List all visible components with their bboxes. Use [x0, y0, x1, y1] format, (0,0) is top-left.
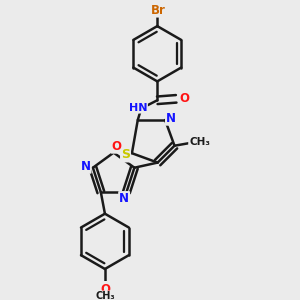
- Text: S: S: [121, 148, 130, 161]
- Text: H: H: [133, 102, 141, 112]
- Text: O: O: [179, 92, 189, 105]
- Text: N: N: [81, 160, 91, 173]
- Text: HN: HN: [128, 103, 147, 112]
- Text: CH₃: CH₃: [95, 291, 115, 300]
- Text: CH₃: CH₃: [189, 137, 210, 147]
- Text: Br: Br: [151, 4, 166, 16]
- Text: H: H: [133, 102, 141, 112]
- Text: O: O: [100, 283, 110, 296]
- Text: N: N: [166, 112, 176, 125]
- Text: N: N: [119, 192, 129, 205]
- Text: O: O: [112, 140, 122, 153]
